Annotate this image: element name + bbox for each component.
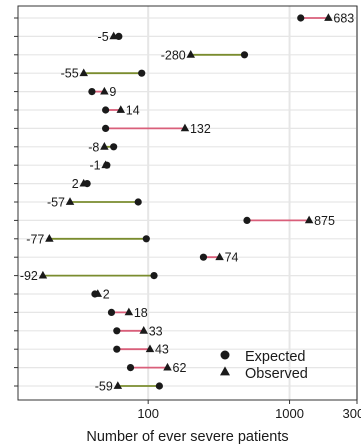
expected-point: [243, 216, 251, 224]
difference-label: 18: [134, 306, 148, 320]
difference-label: -1: [89, 159, 100, 173]
data-row: -55: [61, 67, 146, 81]
observed-point: [100, 142, 109, 150]
data-row: 875: [243, 214, 335, 228]
data-row: 132: [102, 122, 211, 136]
data-row: -77: [26, 232, 150, 246]
observed-point: [163, 362, 172, 371]
observed-point: [116, 105, 126, 113]
observed-point: [79, 68, 88, 77]
observed-point: [100, 86, 109, 95]
data-row: 62: [126, 361, 187, 375]
difference-label: -92: [20, 269, 38, 283]
expected-point: [102, 106, 110, 114]
data-row: -5: [98, 30, 123, 44]
legend: Expected Observed: [220, 349, 308, 382]
observed-point: [38, 270, 48, 279]
data-row: 2: [72, 177, 91, 191]
data-row: -57: [47, 196, 142, 210]
data-row: 2: [91, 288, 110, 302]
data-row: 14: [102, 104, 140, 118]
x-tick-label: 3000: [343, 406, 361, 421]
difference-label: 33: [149, 324, 163, 338]
plot-panel-border: [17, 5, 358, 401]
legend-expected-label: Expected: [245, 349, 305, 365]
observed-point: [65, 197, 75, 205]
x-axis-title: Number of ever severe patients: [86, 429, 288, 445]
expected-point: [126, 364, 135, 372]
observed-point: [124, 307, 134, 316]
observed-point: [139, 326, 148, 334]
difference-label: 43: [155, 343, 169, 357]
observed-point: [186, 50, 195, 58]
difference-label: 9: [109, 85, 116, 99]
data-row: -8: [88, 140, 118, 154]
difference-label: 62: [173, 361, 187, 375]
grid-lines: [18, 6, 358, 400]
expected-point: [138, 69, 146, 77]
difference-label: 2: [72, 177, 79, 191]
expected-point: [240, 51, 249, 59]
data-row: -1: [89, 159, 111, 173]
legend-observed-marker: [220, 366, 230, 376]
difference-label: -8: [88, 140, 99, 154]
difference-label: 132: [190, 122, 211, 136]
expected-point: [155, 382, 163, 390]
difference-label: 683: [333, 12, 354, 26]
data-rows: 683 -5 -280 -55 9 14 132 -8 -1 2 -57 875 -77 74 -92 2 18…: [20, 12, 354, 394]
difference-label: -57: [47, 196, 65, 210]
observed-point: [113, 381, 123, 389]
data-row: 74: [199, 251, 239, 265]
x-tick-label: 1000: [275, 406, 304, 421]
data-row: 9: [88, 85, 116, 99]
data-row: -280: [161, 48, 249, 62]
legend-observed-label: Observed: [245, 366, 308, 382]
expected-point: [150, 272, 158, 280]
data-row: 33: [113, 324, 163, 338]
observed-point: [304, 215, 314, 224]
observed-point: [45, 234, 54, 242]
expected-point: [142, 235, 150, 243]
difference-label: 2: [103, 288, 110, 302]
axis-ticks: 100 1000 3000: [14, 17, 361, 421]
observed-point: [145, 344, 155, 353]
observed-point: [109, 31, 118, 40]
expected-point: [134, 198, 142, 206]
observed-point: [93, 289, 103, 297]
expected-point: [113, 345, 121, 353]
expected-point: [297, 14, 305, 22]
expected-point: [102, 124, 110, 132]
difference-label: -55: [61, 67, 79, 81]
difference-label: 74: [225, 251, 239, 265]
expected-point: [107, 308, 116, 316]
data-row: 43: [113, 343, 169, 357]
observed-point: [324, 13, 333, 21]
data-row: 683: [297, 12, 354, 26]
legend-expected-marker: [220, 350, 230, 360]
difference-label: 875: [314, 214, 335, 228]
expected-point: [113, 327, 121, 335]
expected-point: [110, 143, 118, 151]
observed-point: [180, 123, 190, 132]
x-tick-label: 100: [137, 406, 159, 421]
difference-label: -59: [95, 380, 113, 394]
observed-point: [215, 252, 224, 261]
observed-point: [79, 178, 88, 187]
difference-label: -77: [26, 232, 44, 246]
expected-point: [88, 88, 96, 96]
observed-point: [101, 160, 110, 169]
data-row: 18: [107, 306, 148, 320]
difference-label: 14: [126, 104, 140, 118]
data-row: -92: [20, 269, 158, 283]
data-row: -59: [95, 380, 163, 394]
expected-point: [199, 253, 208, 261]
difference-label: -5: [98, 30, 109, 44]
difference-label: -280: [161, 48, 186, 62]
